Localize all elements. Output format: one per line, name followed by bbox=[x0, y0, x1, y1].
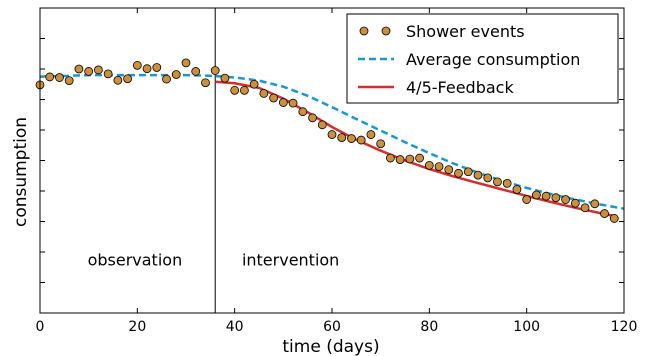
data-point bbox=[483, 173, 493, 183]
data-point bbox=[424, 160, 434, 170]
data-point bbox=[278, 98, 288, 107]
legend-label: Average consumption bbox=[406, 50, 580, 69]
legend-marker bbox=[381, 26, 391, 36]
data-point bbox=[113, 75, 123, 85]
data-point bbox=[191, 67, 201, 76]
data-point bbox=[64, 76, 74, 85]
data-point bbox=[239, 85, 249, 95]
data-point bbox=[395, 155, 405, 164]
legend-label: Shower events bbox=[406, 22, 525, 41]
data-point bbox=[609, 214, 619, 223]
data-point bbox=[570, 198, 580, 208]
data-point bbox=[181, 58, 191, 68]
series-line-2 bbox=[215, 80, 615, 218]
x-tick-label: 40 bbox=[226, 319, 244, 335]
data-point bbox=[103, 69, 113, 79]
x-tick-label: 120 bbox=[611, 319, 638, 335]
data-point bbox=[142, 64, 152, 74]
data-point bbox=[376, 139, 386, 149]
legend: Shower events Average consumption 4/5-Feed… bbox=[346, 13, 619, 104]
data-point bbox=[210, 66, 220, 75]
data-point bbox=[259, 89, 269, 98]
data-point bbox=[590, 199, 600, 209]
data-point bbox=[600, 209, 609, 218]
data-point bbox=[551, 193, 561, 203]
axes: 0 20 40 60 80 100 120 bbox=[36, 7, 638, 335]
data-point bbox=[454, 168, 463, 178]
data-point bbox=[502, 178, 512, 188]
data-point bbox=[152, 63, 162, 72]
data-point bbox=[473, 170, 483, 180]
data-point bbox=[434, 162, 444, 172]
data-point bbox=[230, 85, 240, 95]
data-point bbox=[347, 134, 356, 143]
data-point bbox=[201, 78, 210, 88]
annotations: observation intervention bbox=[88, 251, 340, 270]
data-point bbox=[55, 73, 64, 82]
data-point bbox=[493, 177, 502, 187]
legend-marker bbox=[359, 26, 369, 36]
data-point bbox=[327, 130, 337, 139]
data-point bbox=[171, 70, 181, 79]
data-point bbox=[415, 153, 425, 163]
x-tick-label: 60 bbox=[323, 319, 341, 335]
x-tick-label: 80 bbox=[420, 319, 438, 335]
data-point bbox=[269, 93, 279, 103]
data-point bbox=[162, 74, 171, 84]
data-point bbox=[522, 195, 532, 204]
data-point bbox=[94, 65, 103, 75]
data-point bbox=[463, 167, 473, 177]
data-point bbox=[308, 113, 317, 123]
plot-area bbox=[35, 8, 625, 313]
data-point bbox=[366, 130, 376, 139]
data-point bbox=[580, 203, 590, 213]
data-point bbox=[317, 120, 327, 130]
data-point bbox=[288, 98, 298, 108]
data-point bbox=[298, 107, 308, 117]
data-point bbox=[512, 185, 522, 194]
data-point bbox=[356, 135, 366, 145]
data-point bbox=[444, 165, 454, 175]
data-point bbox=[532, 190, 541, 200]
data-point bbox=[45, 72, 55, 82]
data-point bbox=[405, 154, 415, 164]
x-axis-label: time (days) bbox=[282, 337, 379, 356]
x-tick-label: 0 bbox=[36, 319, 45, 335]
data-point bbox=[123, 74, 132, 84]
data-point bbox=[74, 64, 84, 74]
annotation-label: intervention bbox=[242, 251, 339, 270]
data-point bbox=[541, 191, 551, 201]
x-tick-label: 20 bbox=[128, 319, 146, 335]
data-point bbox=[337, 133, 347, 143]
data-point bbox=[84, 67, 94, 76]
legend-label: 4/5-Feedback bbox=[406, 78, 514, 97]
series-line-1 bbox=[39, 73, 625, 210]
x-tick-label: 100 bbox=[513, 319, 540, 335]
data-point bbox=[220, 73, 230, 83]
data-point bbox=[249, 79, 259, 89]
annotation-label: observation bbox=[88, 251, 183, 270]
data-point bbox=[561, 195, 570, 204]
data-point bbox=[385, 153, 395, 163]
data-point bbox=[132, 60, 142, 70]
y-axis-label: consumption bbox=[11, 117, 31, 227]
